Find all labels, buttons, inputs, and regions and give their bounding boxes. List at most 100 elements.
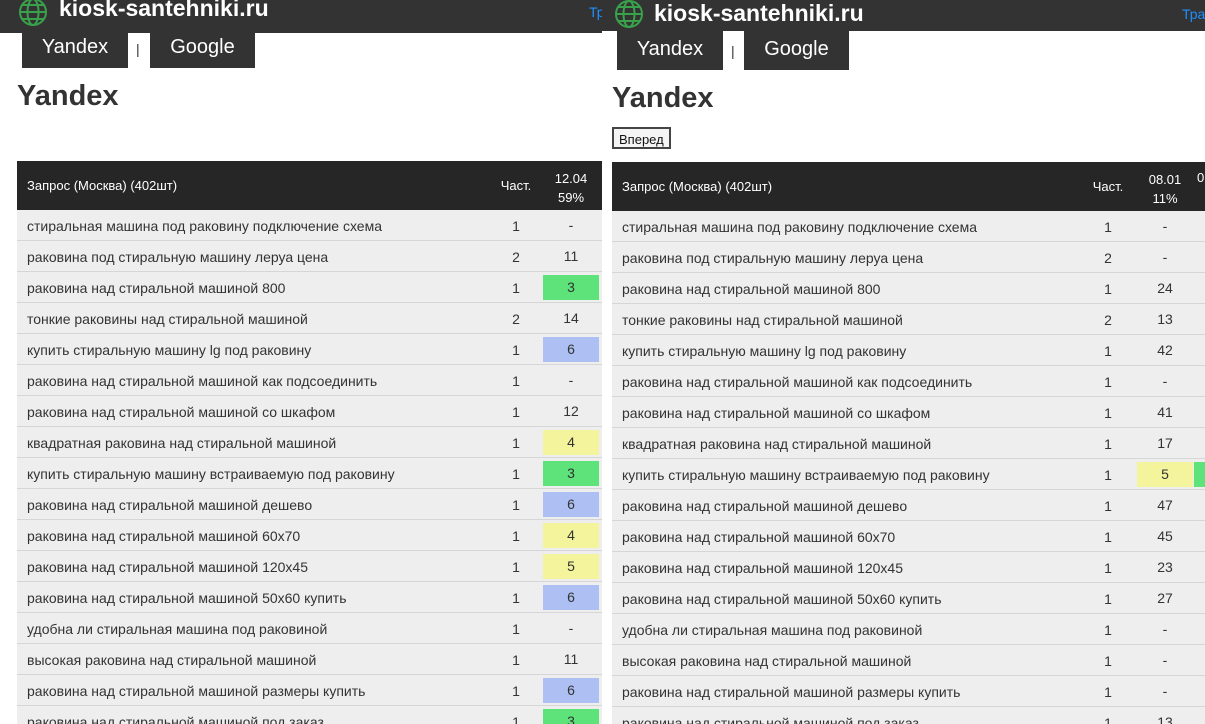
query-cell: раковина над стиральной машиной под зака… [27, 714, 324, 724]
query-cell: раковина над стиральной машиной дешево [622, 498, 908, 514]
position-cell: - [1162, 683, 1168, 699]
date-column-header[interactable]: 12.04 59% [543, 169, 599, 207]
tab-yandex[interactable]: Yandex [617, 31, 723, 70]
frequency-cell: 1 [1104, 653, 1112, 669]
table-row: купить стиральную машину встраиваемую по… [612, 459, 1205, 490]
frequency-cell: 1 [1104, 436, 1112, 452]
table-row: раковина над стиральной машиной 50х60 ку… [17, 582, 602, 613]
table-row: квадратная раковина над стиральной машин… [17, 427, 602, 458]
query-cell: раковина над стиральной машиной под зака… [622, 715, 919, 724]
query-cell: раковина над стиральной машиной как подс… [622, 374, 973, 390]
globe-icon [615, 0, 643, 28]
frequency-cell: 1 [512, 621, 520, 637]
tab-google[interactable]: Google [150, 31, 255, 68]
table-row: раковина над стиральной машиной дешево 1 6 [17, 489, 602, 520]
query-cell: раковина над стиральной машиной размеры … [27, 683, 366, 699]
frequency-cell: 1 [512, 714, 520, 724]
top-right-link[interactable]: Тр [589, 4, 602, 20]
table-row: раковина над стиральной машиной размеры … [17, 675, 602, 706]
page-panel-left: kiosk-santehniki.ru Тр Yandex | Google Y… [0, 0, 602, 724]
position-cell: 24 [1157, 280, 1173, 296]
frequency-cell: 1 [512, 497, 520, 513]
position-cell: - [1162, 373, 1168, 389]
table-row: высокая раковина над стиральной машиной 1… [17, 644, 602, 675]
top-bar: kiosk-santehniki.ru Тр [0, 0, 602, 33]
table-row: раковина над стиральной машиной 800 1 24 [612, 273, 1205, 304]
table-row: раковина над стиральной машиной под зака… [612, 707, 1205, 724]
frequency-cell: 2 [512, 249, 520, 265]
table-row: раковина над стиральной машиной 50х60 ку… [612, 583, 1205, 614]
date-column-header[interactable]: 08.01 11% [1137, 170, 1193, 208]
position-cell: 41 [1157, 404, 1173, 420]
query-cell: удобна ли стиральная машина под раковино… [622, 622, 923, 638]
position-cell: 11 [563, 248, 579, 264]
positions-table: Запрос (Москва) (402шт) Част. 12.04 59% … [17, 161, 602, 724]
query-cell: высокая раковина над стиральной машиной [27, 652, 317, 668]
query-cell: тонкие раковины над стиральной машиной [622, 312, 903, 328]
top-right-link[interactable]: Тра [1182, 6, 1205, 22]
query-cell: раковина над стиральной машиной 50х60 ку… [27, 590, 347, 606]
position-cell: 3 [543, 275, 599, 300]
query-column-header[interactable]: Запрос (Москва) (402шт) [27, 178, 178, 193]
table-row: раковина над стиральной машиной 60х70 1 45 [612, 521, 1205, 552]
percent-label: 59% [557, 190, 585, 205]
query-cell: раковина под стиральную машину леруа цен… [27, 249, 329, 265]
frequency-cell: 1 [1104, 591, 1112, 607]
position-cell: 42 [1157, 342, 1173, 358]
position-cell: - [568, 620, 574, 636]
position-cell: 12 [563, 403, 579, 419]
query-cell: раковина над стиральной машиной 800 [27, 280, 286, 296]
table-header: Запрос (Москва) (402шт) Част. 08.01 11% … [612, 162, 1205, 211]
site-title[interactable]: kiosk-santehniki.ru [654, 0, 864, 26]
page-title: Yandex [612, 82, 714, 114]
table-row: раковина под стиральную машину леруа цен… [612, 242, 1205, 273]
table-row: высокая раковина над стиральной машиной 1… [612, 645, 1205, 676]
frequency-column-header[interactable]: Част. [500, 178, 532, 193]
frequency-column-header[interactable]: Част. [1092, 179, 1124, 194]
table-row: раковина над стиральной машиной 120х45 1 2… [612, 552, 1205, 583]
frequency-cell: 1 [1104, 560, 1112, 576]
query-column-header[interactable]: Запрос (Москва) (402шт) [622, 179, 773, 194]
tab-separator: | [136, 41, 140, 57]
query-cell: удобна ли стиральная машина под раковино… [27, 621, 328, 637]
query-cell: раковина над стиральной машиной как подс… [27, 373, 378, 389]
query-cell: тонкие раковины над стиральной машиной [27, 311, 308, 327]
site-title[interactable]: kiosk-santehniki.ru [59, 0, 269, 21]
frequency-cell: 1 [512, 280, 520, 296]
query-cell: раковина под стиральную машину леруа цен… [622, 250, 924, 266]
tab-yandex[interactable]: Yandex [22, 31, 128, 68]
frequency-cell: 1 [1104, 219, 1112, 235]
query-cell: раковина над стиральной машиной 800 [622, 281, 881, 297]
forward-button[interactable]: Вперед [612, 127, 671, 149]
frequency-cell: 1 [1104, 374, 1112, 390]
table-row: тонкие раковины над стиральной машиной 2 1… [17, 303, 602, 334]
tab-google[interactable]: Google [744, 31, 849, 70]
frequency-cell: 2 [512, 311, 520, 327]
table-row: раковина над стиральной машиной под зака… [17, 706, 602, 724]
query-cell: высокая раковина над стиральной машиной [622, 653, 912, 669]
query-cell: квадратная раковина над стиральной машин… [27, 435, 337, 451]
query-cell: раковина над стиральной машиной дешево [27, 497, 313, 513]
position-cell: 4 [543, 523, 599, 548]
top-bar: kiosk-santehniki.ru Тра [602, 0, 1205, 31]
position-cell: - [1162, 249, 1168, 265]
frequency-cell: 1 [512, 683, 520, 699]
next-date-column-header[interactable]: 0 [1197, 170, 1205, 185]
frequency-cell: 1 [1104, 529, 1112, 545]
frequency-cell: 1 [512, 342, 520, 358]
position-cell: 6 [543, 492, 599, 517]
positions-table: Запрос (Москва) (402шт) Част. 08.01 11% … [612, 162, 1205, 724]
frequency-cell: 1 [1104, 684, 1112, 700]
query-cell: раковина над стиральной машиной со шкафо… [622, 405, 931, 421]
frequency-cell: 1 [512, 590, 520, 606]
frequency-cell: 1 [1104, 715, 1112, 724]
table-body: стиральная машина под раковину подключен… [612, 211, 1205, 724]
position-cell: 5 [543, 554, 599, 579]
position-cell: 23 [1157, 559, 1173, 575]
query-cell: стиральная машина под раковину подключен… [27, 218, 382, 234]
table-row: стиральная машина под раковину подключен… [612, 211, 1205, 242]
query-cell: раковина над стиральной машиной размеры … [622, 684, 961, 700]
query-cell: купить стиральную машину встраиваемую по… [27, 466, 395, 482]
frequency-cell: 1 [512, 218, 520, 234]
frequency-cell: 1 [512, 435, 520, 451]
